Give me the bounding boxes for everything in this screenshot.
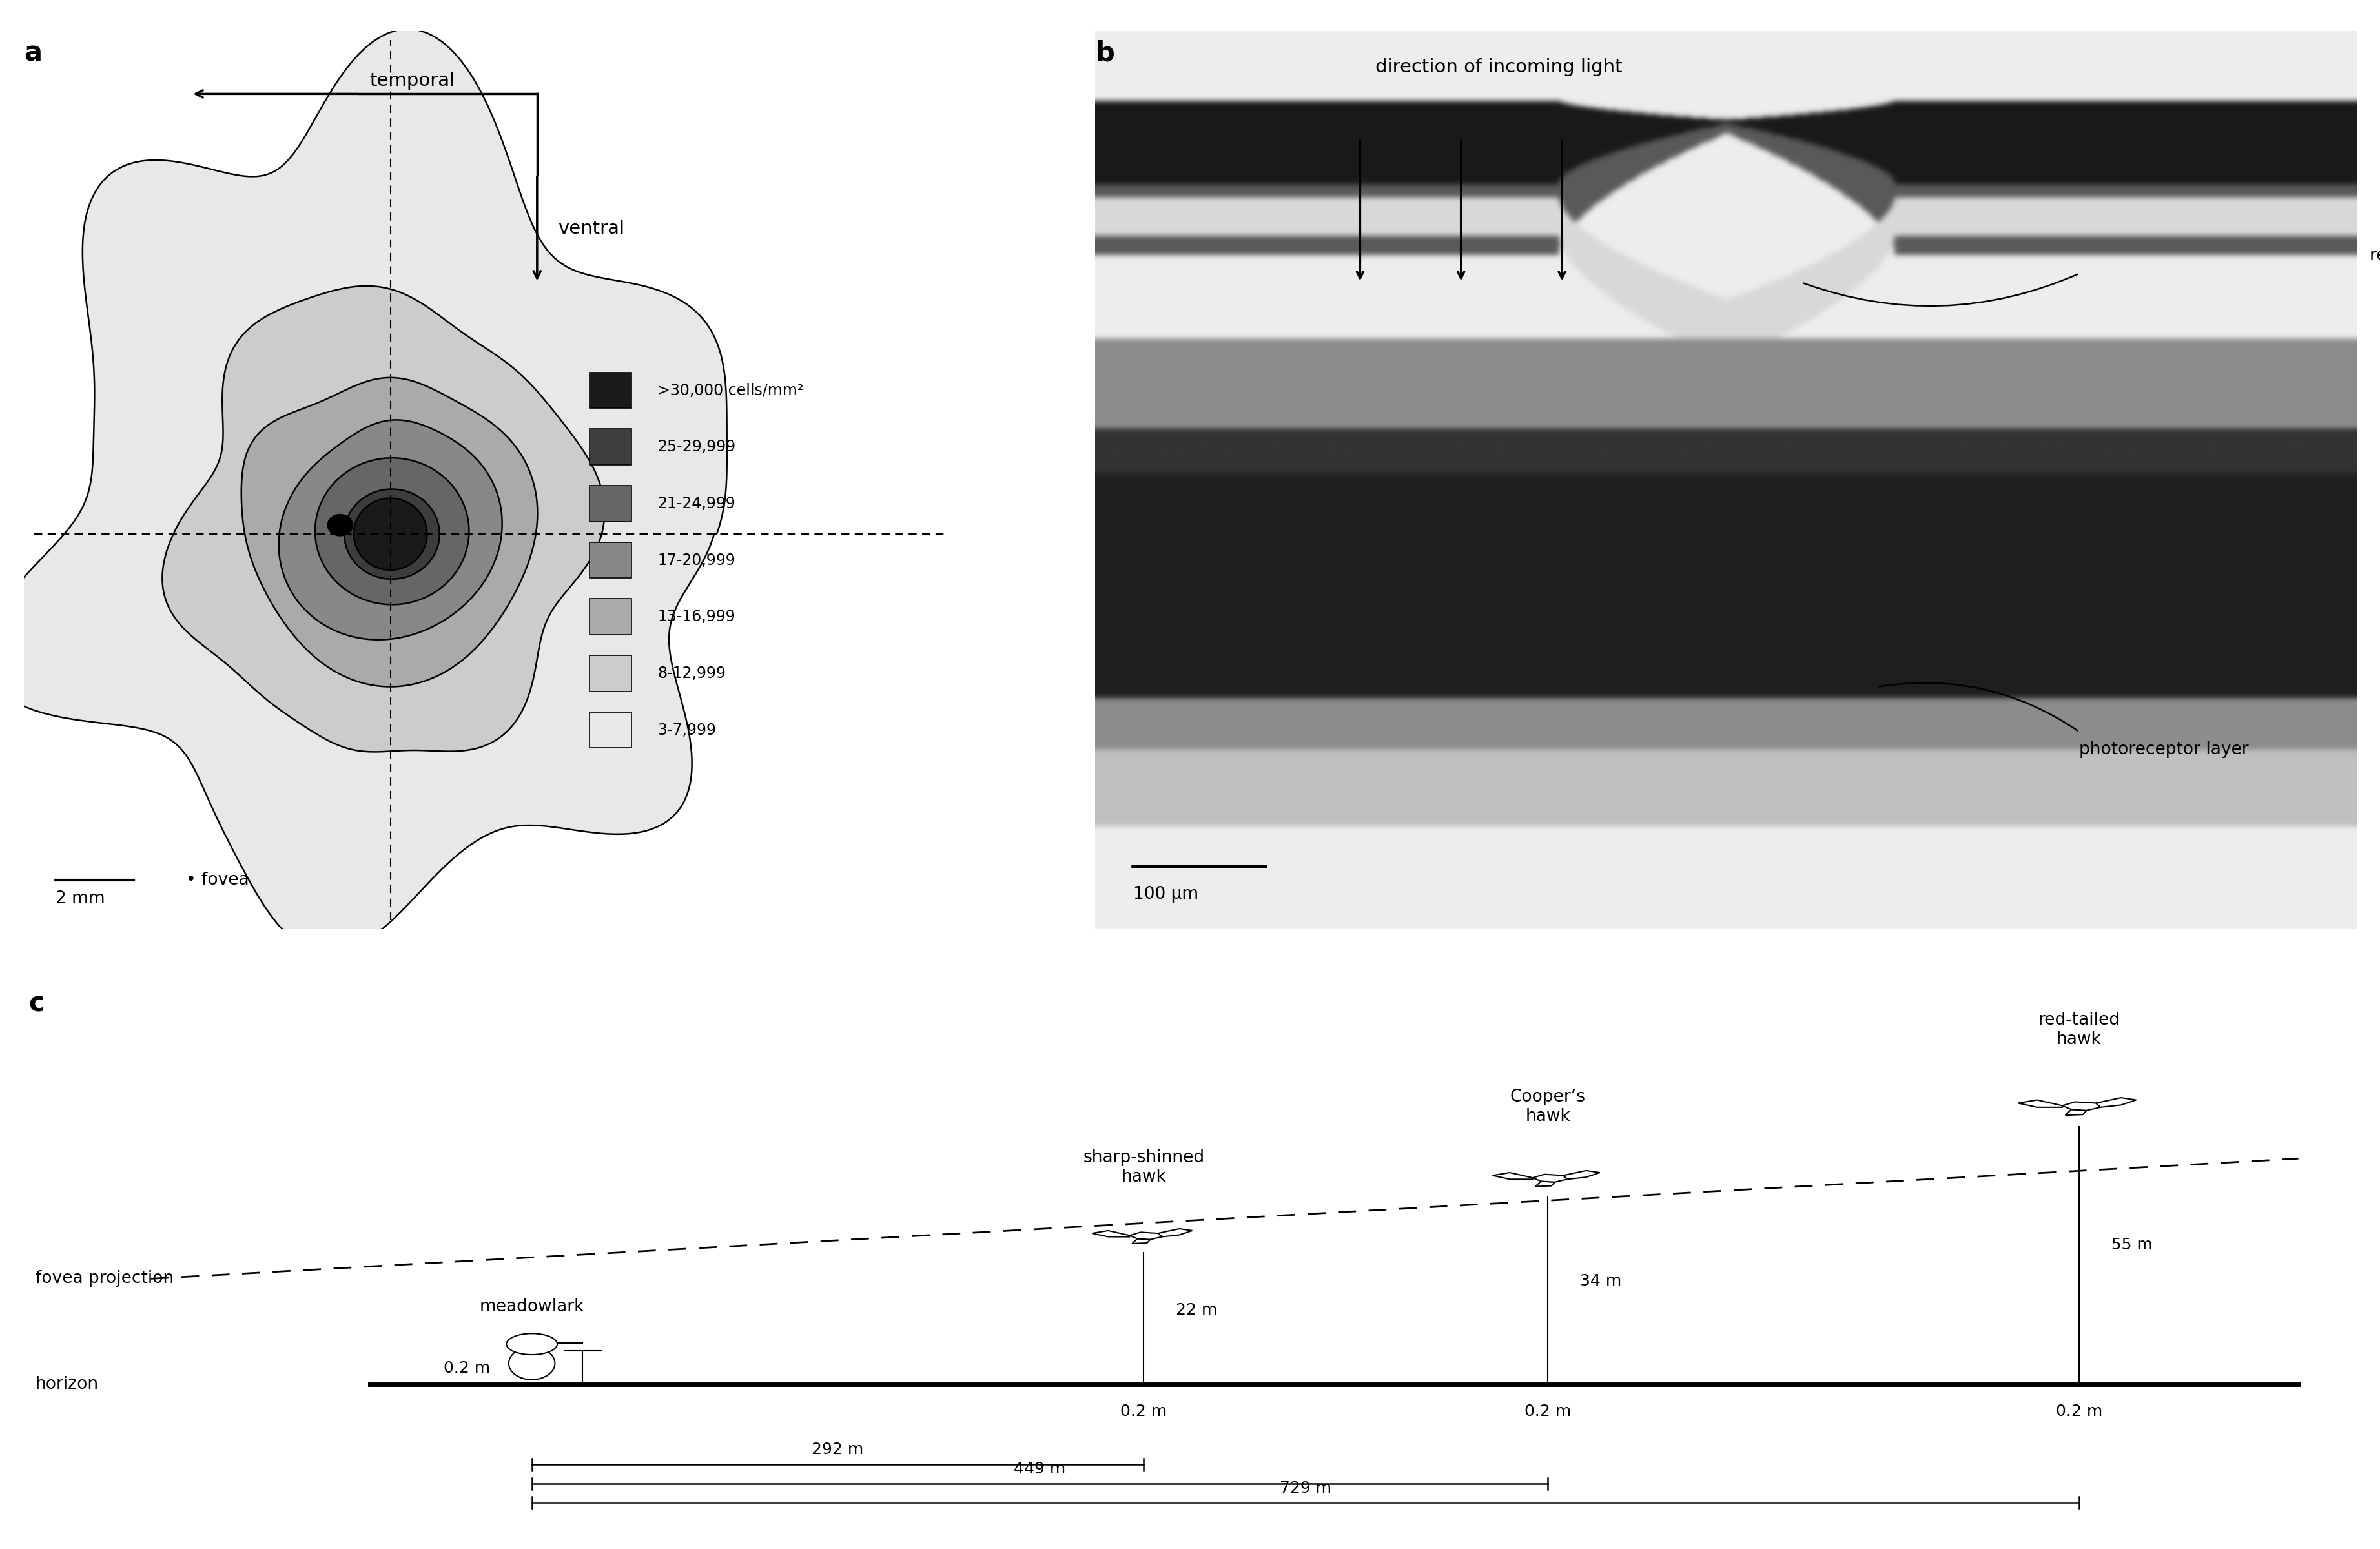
- Polygon shape: [1564, 1171, 1599, 1179]
- Polygon shape: [1128, 1233, 1161, 1239]
- Polygon shape: [2061, 1101, 2099, 1111]
- FancyBboxPatch shape: [590, 713, 631, 748]
- Circle shape: [507, 1334, 557, 1355]
- Text: 729 m: 729 m: [1278, 1481, 1330, 1496]
- Polygon shape: [162, 287, 605, 751]
- Text: retinal ganglion cell layer: retinal ganglion cell layer: [2368, 248, 2380, 263]
- Text: 0.2 m: 0.2 m: [1121, 1403, 1166, 1419]
- Polygon shape: [345, 489, 440, 579]
- Ellipse shape: [509, 1348, 555, 1380]
- Text: 3-7,999: 3-7,999: [657, 722, 716, 737]
- Text: direction of incoming light: direction of incoming light: [1376, 57, 1621, 76]
- Text: 13-16,999: 13-16,999: [657, 609, 735, 624]
- Text: 0.2 m: 0.2 m: [1523, 1403, 1571, 1419]
- Text: a: a: [24, 40, 43, 67]
- Text: 100 μm: 100 μm: [1133, 886, 1197, 903]
- FancyBboxPatch shape: [590, 599, 631, 635]
- Text: 22 m: 22 m: [1176, 1303, 1216, 1318]
- Text: 449 m: 449 m: [1014, 1461, 1066, 1476]
- Polygon shape: [1092, 1230, 1128, 1236]
- Text: horizon: horizon: [36, 1376, 98, 1393]
- FancyBboxPatch shape: [590, 372, 631, 409]
- Polygon shape: [278, 420, 502, 640]
- Text: sharp-shinned
hawk: sharp-shinned hawk: [1083, 1149, 1204, 1185]
- Polygon shape: [314, 459, 469, 604]
- Text: 2 mm: 2 mm: [55, 891, 105, 908]
- Text: fovea projection: fovea projection: [36, 1270, 174, 1287]
- FancyBboxPatch shape: [590, 542, 631, 578]
- Text: 0.2 m: 0.2 m: [443, 1360, 490, 1376]
- Text: photoreceptor layer: photoreceptor layer: [2078, 742, 2249, 757]
- Text: c: c: [29, 990, 45, 1018]
- Text: 8-12,999: 8-12,999: [657, 666, 726, 682]
- Polygon shape: [1492, 1173, 1533, 1179]
- Polygon shape: [1535, 1182, 1554, 1187]
- Circle shape: [328, 514, 352, 536]
- Text: 34 m: 34 m: [1580, 1273, 1621, 1289]
- Text: 55 m: 55 m: [2111, 1238, 2152, 1253]
- Polygon shape: [1157, 1228, 1192, 1236]
- Text: red-tailed
hawk: red-tailed hawk: [2037, 1011, 2121, 1049]
- FancyBboxPatch shape: [590, 485, 631, 522]
- Text: 0.2 m: 0.2 m: [2056, 1403, 2102, 1419]
- FancyBboxPatch shape: [590, 429, 631, 465]
- Text: ventral: ventral: [557, 220, 624, 237]
- Polygon shape: [0, 29, 726, 953]
- Polygon shape: [355, 499, 426, 570]
- Text: 25-29,999: 25-29,999: [657, 440, 735, 455]
- FancyBboxPatch shape: [590, 655, 631, 691]
- Text: Cooper’s
hawk: Cooper’s hawk: [1509, 1089, 1585, 1125]
- Text: meadowlark: meadowlark: [478, 1298, 583, 1315]
- Text: 292 m: 292 m: [812, 1442, 864, 1458]
- Polygon shape: [2066, 1109, 2087, 1115]
- Polygon shape: [1133, 1239, 1150, 1244]
- Text: 21-24,999: 21-24,999: [657, 496, 735, 511]
- Polygon shape: [2094, 1098, 2135, 1108]
- Polygon shape: [1533, 1174, 1566, 1182]
- Polygon shape: [2018, 1100, 2061, 1108]
- Text: temporal: temporal: [369, 71, 455, 90]
- Text: >30,000 cells/mm²: >30,000 cells/mm²: [657, 383, 804, 398]
- Text: b: b: [1095, 40, 1114, 67]
- Polygon shape: [240, 378, 538, 686]
- Text: • fovea: • fovea: [186, 872, 250, 889]
- Text: 17-20,999: 17-20,999: [657, 553, 735, 568]
